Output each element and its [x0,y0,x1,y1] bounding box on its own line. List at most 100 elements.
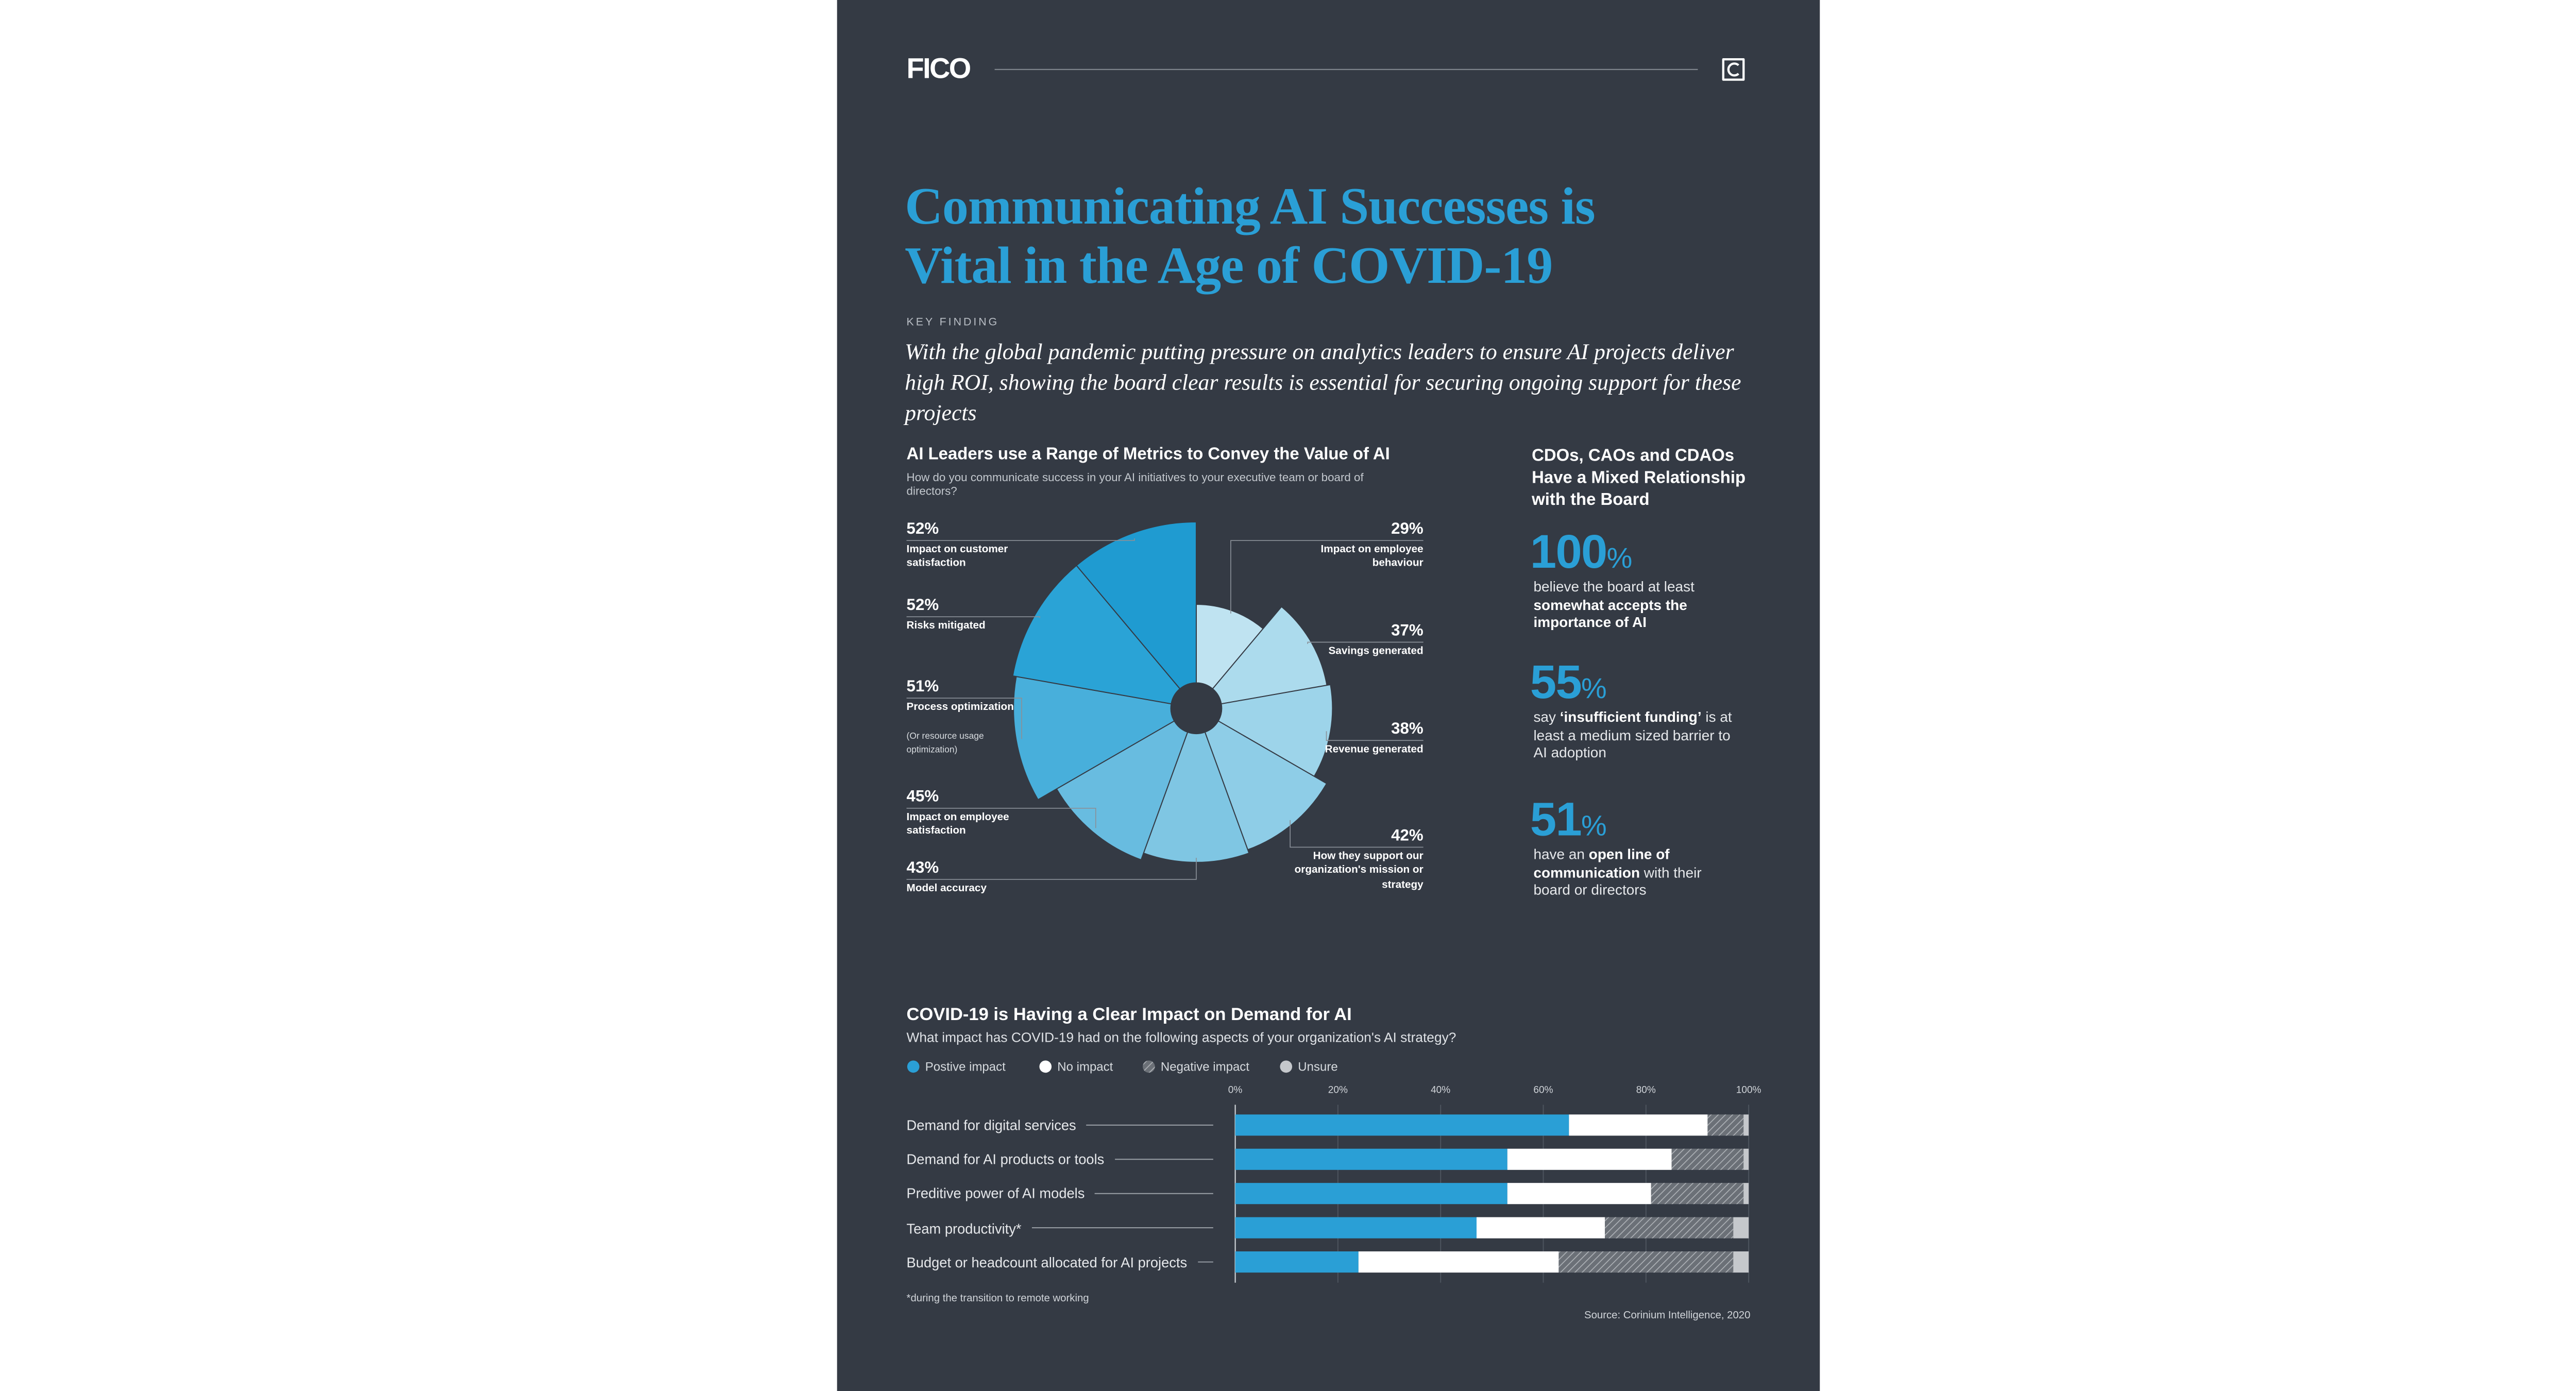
stat-figure: 55% [1530,655,1607,710]
stat-text-part: with their board or directors [1533,863,1702,898]
stat-text-part: believe the board at least [1533,578,1694,595]
leader-line [1326,731,1423,741]
leader-line [906,807,1096,828]
bar-segment [1651,1183,1744,1205]
key-finding: With the global pandemic putting pressur… [905,338,1741,426]
x-tick-label: 80% [1636,1086,1656,1096]
stat-unit: % [1606,542,1633,574]
stat-figure: 100% [1530,525,1632,580]
stat-unit: % [1581,672,1607,705]
source: Source: Corinium Intelligence, 2020 [1584,1310,1751,1322]
bar-segment [1671,1148,1744,1170]
slice-value-label: 52% [906,596,939,615]
x-tick-label: 0% [1228,1086,1243,1096]
brand-icon [1722,58,1745,81]
slice-category: Impact on employee satisfaction [906,811,1009,838]
chart-title: AI Leaders use a Range of Metrics to Con… [906,445,1390,465]
bar-segment [1358,1251,1559,1273]
slice-value-label: 43% [906,859,939,878]
slice-value-label: 38% [1391,720,1423,739]
legend-label: No impact [1057,1059,1113,1075]
leader-line [1230,540,1423,614]
leader-line [906,616,1040,618]
x-tick-label: 100% [1736,1086,1761,1096]
slice-category: Impact on employee behaviour [1320,544,1423,570]
leader-line [1307,641,1423,644]
slice-category: Revenue generated [1325,743,1423,756]
bar-segment [1733,1217,1749,1239]
stat-number: 100 [1530,525,1607,578]
page-title: Communicating AI Successes is Vital in t… [905,176,1595,295]
category-label: Demand for digital services [906,1116,1076,1134]
bar-segment [1507,1183,1651,1205]
stat-number: 55 [1530,655,1582,708]
chart-subtitle: What impact has COVID-19 had on the foll… [906,1030,1456,1046]
stat-text-part: ‘insufficient funding’ [1560,708,1702,725]
legend-label: Postive impact [925,1059,1006,1075]
bar-segment [1235,1148,1507,1170]
bar-segment [1235,1251,1359,1273]
slice-value-label: 52% [906,520,939,539]
legend-marker [1039,1060,1052,1073]
rose-slice [1195,604,1264,690]
category-label: Preditive power of AI models [906,1185,1085,1202]
slice-category: Process optimization [906,701,1014,714]
x-tick-label: 60% [1533,1086,1553,1096]
category-label: Demand for AI products or tools [906,1150,1105,1168]
legend-label: Unsure [1298,1059,1338,1075]
bar-segment [1235,1114,1569,1136]
bar-segment [1235,1217,1477,1239]
slice-category: Impact on customer satisfaction [906,544,1008,570]
stat-text-part: somewhat accepts the importance of AI [1533,596,1687,631]
bar-segment [1235,1183,1507,1205]
leader-line [906,538,1135,541]
slice-value-label: 37% [1391,622,1423,641]
slice-category: How they support our organization's miss… [1294,851,1423,891]
bar-segment [1743,1114,1749,1136]
leader-line [906,698,1022,739]
stat-text-part: say [1533,708,1560,725]
leader-line [906,857,1197,880]
bar-segment [1743,1183,1749,1205]
stats-title: CDOs, CAOs and CDAOs Have a Mixed Relati… [1532,447,1746,510]
bar-segment [1605,1217,1734,1239]
bar-segment [1476,1217,1605,1239]
slice-value-label: 51% [906,677,939,697]
stat-text-part: is at least a medium sized barrier to AI… [1533,708,1732,761]
slice-category: Risks mitigated [906,620,986,632]
stat-unit: % [1581,810,1607,842]
eyebrow: KEY FINDING [906,317,999,329]
stat-figure: 51% [1530,793,1607,847]
slice-category: Savings generated [1328,646,1423,658]
legend-marker [1143,1060,1155,1073]
bar-segment [1707,1114,1744,1136]
legend-marker [1280,1060,1293,1073]
x-tick-label: 20% [1328,1086,1348,1096]
legend-marker [907,1060,920,1073]
slice-value-label: 42% [1391,826,1423,846]
logo: FICO [906,52,972,85]
chart-title: COVID-19 is Having a Clear Impact on Dem… [906,1005,1352,1025]
legend-label: Negative impact [1160,1059,1249,1075]
rose-hole [1171,683,1222,734]
stat-text: say ‘insufficient funding’ is at least a… [1533,708,1737,762]
bar-segment [1569,1114,1708,1136]
slice-note: (Or resource usage optimization) [906,732,984,755]
category-label: Team productivity* [906,1219,1022,1236]
chart-subtitle: How do you communicate success in your A… [906,472,1364,499]
leader-line [1290,820,1423,848]
footnote: *during the transition to remote working [906,1293,1089,1305]
x-tick-label: 40% [1431,1086,1451,1096]
stat-text-part: have an [1533,845,1589,863]
bar-segment [1507,1148,1672,1170]
stat-text: have an open line of communication with … [1533,845,1737,900]
bar-segment [1558,1251,1734,1273]
bar-segment [1743,1148,1749,1170]
slice-category: Model accuracy [906,883,987,895]
stat-number: 51 [1530,793,1582,846]
stat-text-part: open line of communication [1533,845,1670,880]
